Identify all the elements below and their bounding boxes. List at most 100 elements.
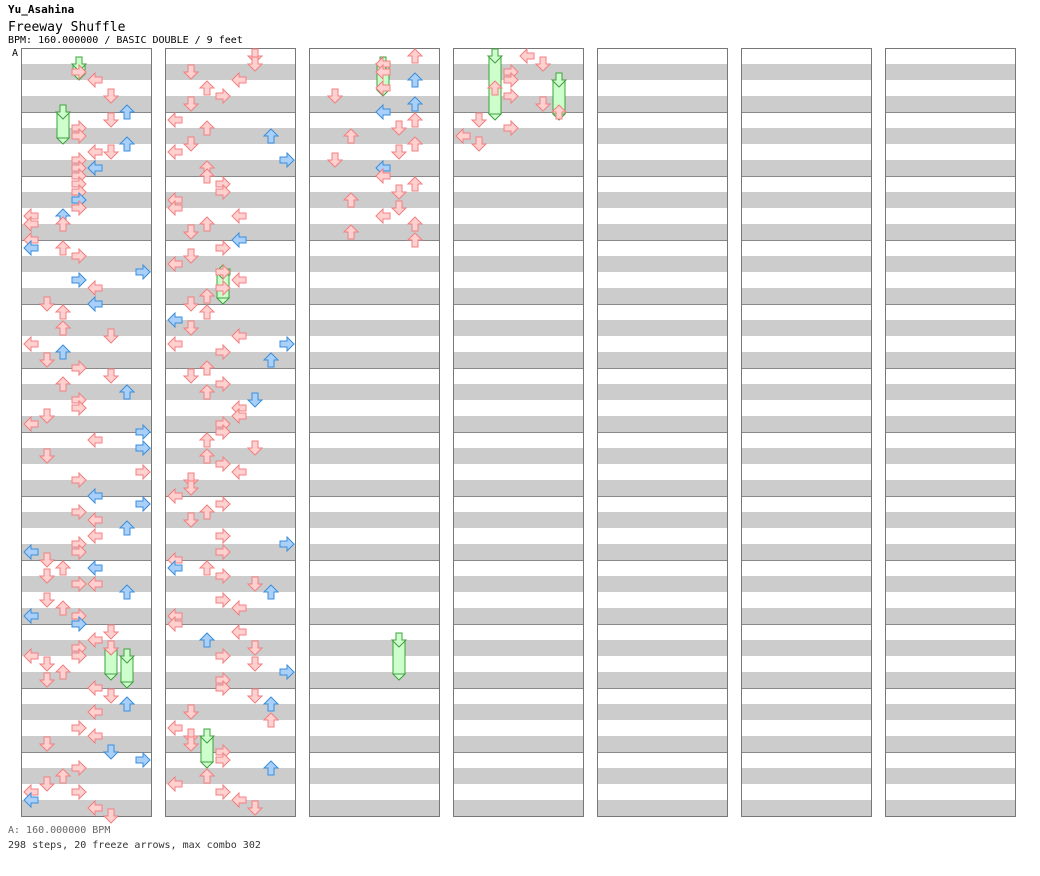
up-arrow-icon — [118, 696, 136, 712]
beat-band — [453, 576, 584, 592]
beat-band — [885, 416, 1016, 432]
right-arrow-icon — [215, 239, 231, 257]
beat-band — [453, 448, 584, 464]
beat-band — [597, 512, 728, 528]
beat-band — [21, 768, 152, 784]
left-arrow-icon — [87, 295, 103, 313]
freeze-head — [70, 56, 88, 72]
beat-band — [309, 192, 440, 208]
up-arrow-icon — [54, 664, 72, 680]
up-arrow-icon — [54, 320, 72, 336]
left-arrow-icon — [87, 679, 103, 697]
up-arrow-icon — [406, 136, 424, 152]
bpm-marker-label: A — [12, 48, 19, 59]
panel-border — [21, 48, 152, 817]
beat-band — [453, 384, 584, 400]
right-arrow-icon — [135, 263, 151, 281]
beat-band — [165, 128, 296, 144]
beat-band — [885, 288, 1016, 304]
up-arrow-icon — [118, 520, 136, 536]
up-arrow-icon — [342, 224, 360, 240]
down-arrow-icon — [102, 88, 120, 104]
beat-band — [309, 544, 440, 560]
right-arrow-icon — [71, 759, 87, 777]
left-arrow-icon — [375, 103, 391, 121]
left-arrow-icon — [87, 511, 103, 529]
beat-band — [885, 736, 1016, 752]
beat-band — [885, 224, 1016, 240]
left-arrow-icon — [231, 271, 247, 289]
beat-band — [597, 384, 728, 400]
beat-band — [453, 768, 584, 784]
right-arrow-icon — [135, 423, 151, 441]
beat-band — [165, 160, 296, 176]
beat-band — [453, 672, 584, 688]
left-arrow-icon — [231, 327, 247, 345]
down-arrow-icon — [182, 512, 200, 528]
beat-band — [453, 192, 584, 208]
beat-band — [741, 128, 872, 144]
beat-band — [885, 352, 1016, 368]
left-arrow-icon — [167, 615, 183, 633]
up-arrow-icon — [54, 240, 72, 256]
beat-band — [309, 384, 440, 400]
down-arrow-icon — [182, 224, 200, 240]
up-arrow-icon — [198, 768, 216, 784]
left-arrow-icon — [87, 431, 103, 449]
beat-band — [597, 544, 728, 560]
up-arrow-icon — [198, 80, 216, 96]
left-arrow-icon — [87, 487, 103, 505]
beat-band — [165, 736, 296, 752]
left-arrow-icon — [231, 207, 247, 225]
beat-band — [885, 512, 1016, 528]
down-arrow-icon — [38, 448, 56, 464]
beat-band — [741, 608, 872, 624]
left-arrow-icon — [231, 463, 247, 481]
down-arrow-icon — [390, 120, 408, 136]
beat-band — [165, 384, 296, 400]
beat-band — [21, 96, 152, 112]
beat-band — [165, 480, 296, 496]
beat-band — [597, 256, 728, 272]
right-arrow-icon — [215, 279, 231, 297]
right-arrow-icon — [135, 439, 151, 457]
beat-band — [453, 320, 584, 336]
left-arrow-icon — [87, 631, 103, 649]
right-arrow-icon — [135, 495, 151, 513]
beat-band — [741, 512, 872, 528]
beat-band — [21, 672, 152, 688]
left-arrow-icon — [87, 559, 103, 577]
freeze-tail — [391, 673, 407, 681]
down-arrow-icon — [246, 640, 264, 656]
left-arrow-icon — [231, 791, 247, 809]
down-arrow-icon — [182, 136, 200, 152]
up-arrow-icon — [198, 216, 216, 232]
beat-band — [309, 672, 440, 688]
up-arrow-icon — [262, 352, 280, 368]
up-arrow-icon — [118, 104, 136, 120]
left-arrow-icon — [167, 487, 183, 505]
left-arrow-icon — [23, 607, 39, 625]
left-arrow-icon — [87, 727, 103, 745]
right-arrow-icon — [215, 751, 231, 769]
beat-band — [741, 384, 872, 400]
beat-band — [165, 512, 296, 528]
beat-band — [21, 224, 152, 240]
beat-band — [309, 288, 440, 304]
right-arrow-icon — [279, 151, 295, 169]
chart-panel — [165, 48, 296, 817]
beat-band — [885, 640, 1016, 656]
beat-band — [165, 608, 296, 624]
left-arrow-icon — [23, 415, 39, 433]
beat-band — [165, 448, 296, 464]
beat-band — [597, 320, 728, 336]
left-arrow-icon — [87, 799, 103, 817]
up-arrow-icon — [262, 584, 280, 600]
down-arrow-icon — [182, 368, 200, 384]
up-arrow-icon — [198, 304, 216, 320]
right-arrow-icon — [215, 183, 231, 201]
beat-band — [453, 704, 584, 720]
panel-border — [309, 48, 440, 817]
beat-band — [309, 64, 440, 80]
